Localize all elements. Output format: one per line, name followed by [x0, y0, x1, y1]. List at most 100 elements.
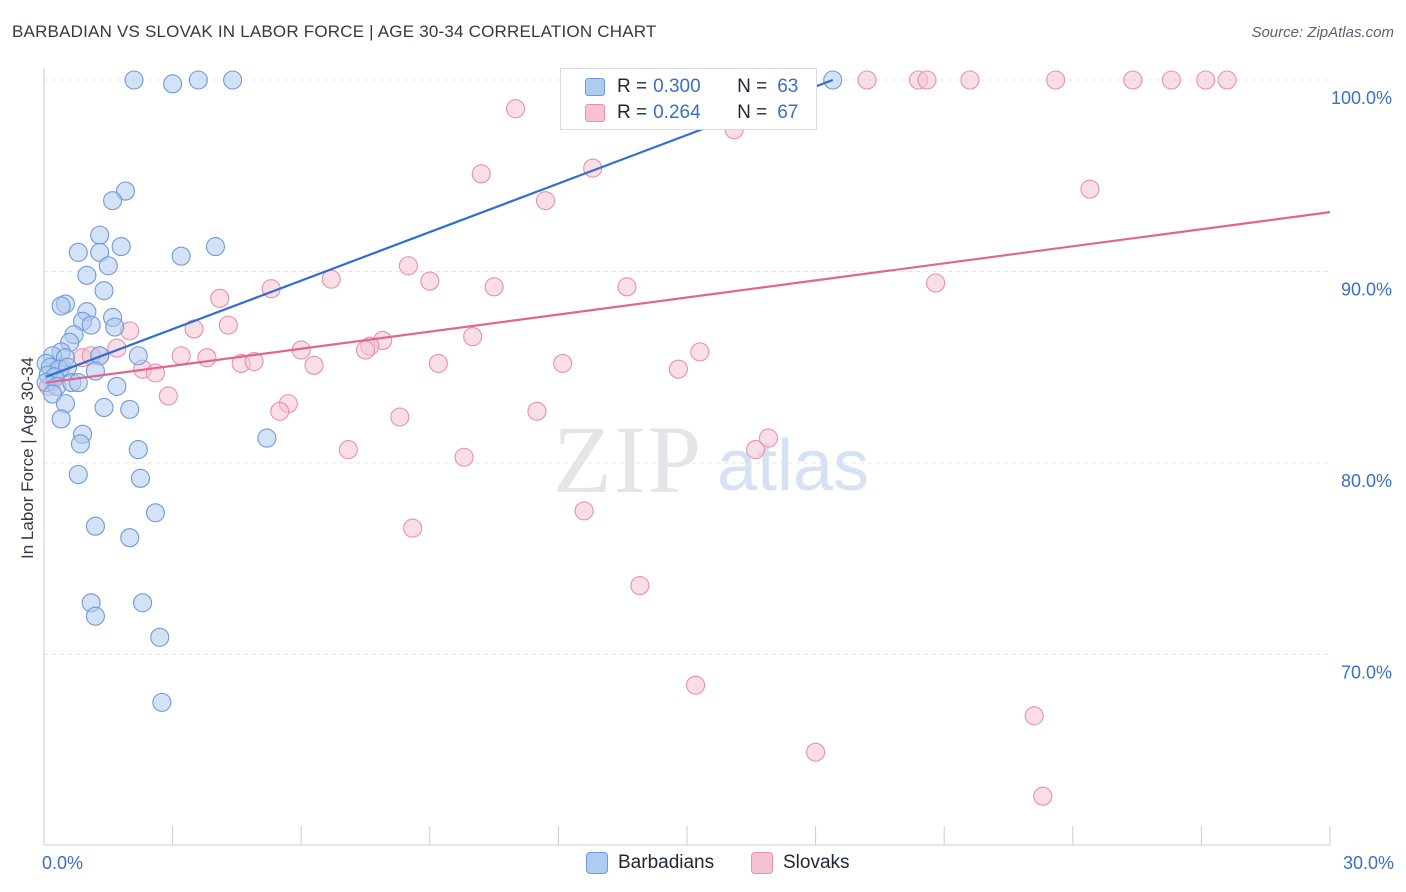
barbadian-point — [223, 70, 243, 90]
slovak-point — [1161, 70, 1181, 90]
n-label: N = — [737, 76, 768, 97]
slovak-point — [484, 277, 504, 297]
barbadian-point — [120, 399, 140, 419]
y-tick-label: 90.0% — [1341, 280, 1392, 300]
barbadian-point — [188, 70, 208, 90]
slovak-legend-swatch — [751, 852, 773, 874]
barbadian-point — [163, 74, 183, 94]
slovak-point — [171, 346, 191, 366]
barbadian-point — [70, 434, 90, 454]
barbadian-point — [51, 296, 71, 316]
r-label: R = — [617, 76, 648, 97]
barbadian-legend-swatch — [586, 852, 608, 874]
barbadian-point — [133, 593, 153, 613]
barbadian-point — [90, 242, 110, 262]
slovak-point — [398, 256, 418, 276]
legend-label-barbadians: Barbadians — [618, 852, 715, 873]
barbadian-point — [43, 384, 63, 404]
slovak-point — [926, 273, 946, 293]
barbadian-point — [68, 464, 88, 485]
slovak-point — [1123, 70, 1143, 90]
slovak-point — [197, 348, 217, 368]
barbadian-point — [98, 256, 118, 276]
barbadian-point — [128, 440, 148, 460]
slovak-point — [1217, 70, 1237, 90]
barbadian-point — [105, 317, 125, 337]
y-tick-label: 80.0% — [1341, 471, 1392, 491]
slovak-point — [428, 353, 448, 373]
axes — [43, 68, 1331, 846]
slovak-point — [403, 518, 423, 538]
slovak-point — [1080, 179, 1100, 199]
tick-labels: 100.0% 90.0% 80.0% 70.0% 0.0% 30.0% — [42, 88, 1394, 873]
barbadian-point — [107, 376, 127, 396]
slovak-point — [471, 164, 491, 184]
legend-row-barbadians: R = 0.300 N = 63 — [585, 74, 798, 100]
barbadian-point — [51, 409, 71, 429]
watermark-zip: ZIP — [553, 406, 703, 513]
slovak-point — [574, 501, 594, 521]
slovak-point — [321, 269, 341, 289]
barbadian-point — [130, 468, 150, 488]
slovak-point — [505, 99, 526, 119]
n-value: 67 — [777, 102, 799, 123]
slovak-point — [917, 70, 937, 90]
slovak-point — [668, 359, 688, 379]
slovak-point — [463, 327, 483, 347]
barbadian-point — [128, 346, 148, 366]
slovak-point — [758, 428, 778, 448]
y-tick-label: 70.0% — [1341, 663, 1392, 683]
barbadian-point — [152, 692, 172, 712]
barbadian-point — [90, 225, 110, 245]
barbadian-point — [68, 242, 88, 262]
barbadian-point — [145, 503, 166, 523]
slovak-point — [390, 407, 410, 427]
legend-item-barbadians[interactable]: Barbadians — [586, 852, 714, 874]
slovak-point — [806, 742, 826, 762]
slovak-point — [1033, 786, 1053, 806]
watermark: ZIP atlas — [553, 406, 869, 513]
slovak-point — [158, 386, 178, 406]
barbadian-point — [124, 70, 144, 90]
x-tick-label: 30.0% — [1343, 853, 1394, 873]
barbadian-points — [36, 70, 843, 712]
r-label: R = — [617, 102, 648, 123]
legend-label-slovaks: Slovaks — [783, 852, 850, 873]
x-tick-label: 0.0% — [42, 853, 83, 873]
barbadian-swatch — [585, 78, 605, 96]
n-value: 63 — [777, 76, 799, 97]
barbadian-point — [81, 315, 101, 335]
barbadian-point — [171, 246, 191, 266]
slovak-point — [338, 440, 358, 460]
barbadian-point — [257, 428, 277, 448]
slovak-point — [630, 576, 650, 596]
slovak-point — [244, 351, 264, 372]
slovak-point — [553, 353, 573, 373]
source-label: Source: ZipAtlas.com — [1251, 24, 1394, 41]
barbadian-point — [94, 397, 114, 418]
watermark-atlas: atlas — [717, 426, 869, 506]
series-legend: Barbadians Slovaks — [0, 852, 1406, 876]
slovak-swatch — [585, 104, 605, 122]
slovak-point — [960, 70, 980, 90]
correlation-legend: R = 0.300 N = 63 R = 0.264 N = 67 — [560, 68, 817, 130]
n-label: N = — [737, 102, 768, 123]
slovak-point — [746, 440, 766, 460]
legend-item-slovaks[interactable]: Slovaks — [751, 852, 850, 874]
slovak-point — [527, 401, 547, 421]
slovak-point — [454, 447, 474, 467]
barbadian-point — [115, 181, 135, 201]
slovak-point — [1196, 70, 1216, 90]
slovak-point — [218, 315, 238, 335]
y-tick-label: 100.0% — [1331, 88, 1392, 108]
barbadian-point — [205, 237, 226, 257]
slovak-point — [304, 355, 324, 375]
slovak-point — [1024, 706, 1044, 726]
slovak-trend-line — [45, 211, 1331, 384]
slovak-point — [355, 340, 376, 360]
slovak-point — [420, 271, 440, 291]
barbadian-point — [85, 606, 105, 626]
slovak-point — [270, 401, 290, 421]
slovak-point — [535, 191, 556, 211]
barbadian-point — [68, 373, 88, 393]
